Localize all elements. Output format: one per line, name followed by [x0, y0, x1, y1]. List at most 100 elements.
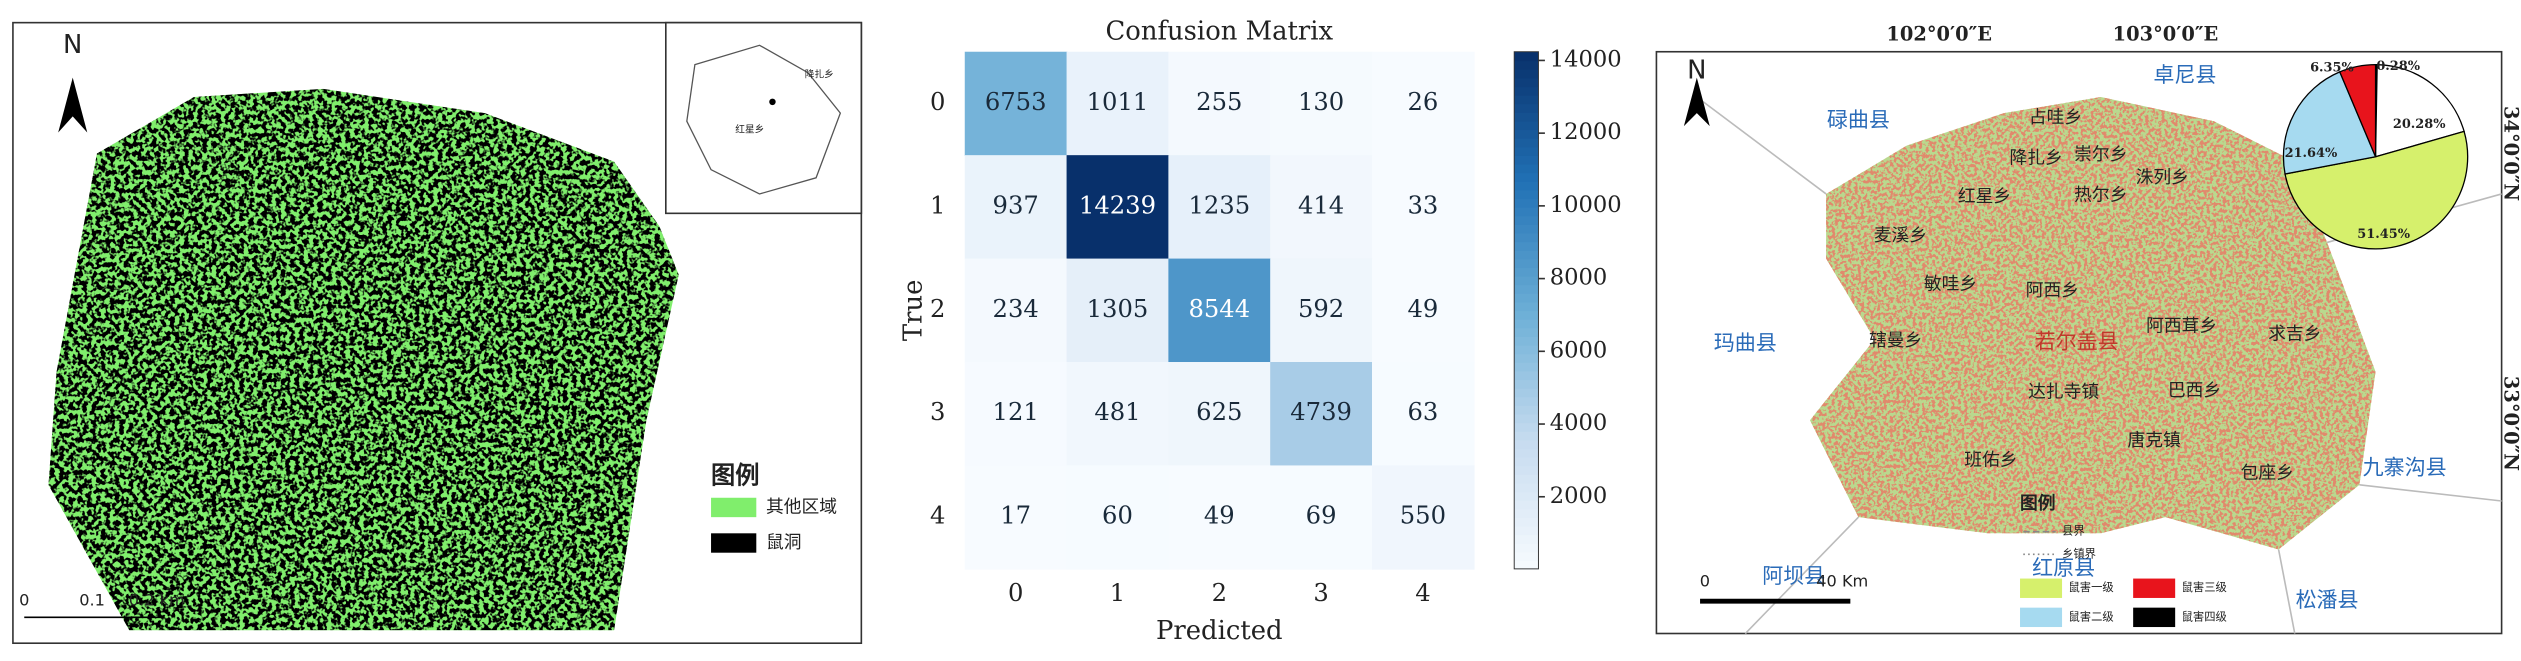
cell-label: 625	[1196, 397, 1242, 426]
inset-label: 红星乡	[735, 122, 764, 135]
colorbar-step	[1514, 413, 1539, 424]
county-label: 玛曲县	[1714, 331, 1777, 355]
colorbar-tick-label: 14000	[1550, 46, 1622, 72]
cell-label: 121	[993, 397, 1039, 426]
colorbar-step	[1514, 241, 1539, 251]
colorbar-step	[1514, 448, 1539, 458]
left-map	[12, 21, 863, 645]
cell	[1168, 465, 1272, 570]
colorbar-step	[1514, 379, 1539, 389]
township-label: 班佑乡	[1964, 450, 2017, 471]
colorbar-step	[1514, 465, 1539, 475]
cell-label: 255	[1196, 87, 1242, 116]
township-label: 占哇乡	[2029, 107, 2082, 128]
colorbar-step	[1514, 198, 1539, 208]
cell	[1270, 51, 1373, 156]
colorbar-step	[1514, 396, 1539, 406]
scale-label: 0.2 km	[129, 591, 185, 610]
colorbar-step	[1514, 284, 1539, 294]
county-label: 阿坝县	[1762, 564, 1825, 588]
county-label: 松潘县	[2296, 588, 2359, 612]
colorbar-step	[1514, 525, 1539, 536]
cell	[1270, 258, 1373, 363]
texture	[48, 88, 679, 631]
township-label: 崇尔乡	[2074, 144, 2127, 165]
colorbar-step	[1514, 112, 1539, 122]
township-label: 辖曼乡	[1869, 330, 1922, 351]
cell-label: 17	[1000, 501, 1031, 530]
cell-label: 1011	[1087, 87, 1149, 116]
cell-label: 1235	[1188, 190, 1250, 219]
township-label: 洙列乡	[2136, 167, 2189, 188]
colorbar-step	[1514, 499, 1539, 510]
cell-label: 481	[1094, 397, 1140, 426]
cell	[1270, 155, 1373, 260]
colorbar-step	[1514, 310, 1539, 320]
cell	[964, 465, 1068, 570]
cell	[1372, 155, 1475, 260]
county-label: 卓尼县	[2153, 63, 2216, 87]
colorbar-step	[1514, 336, 1539, 346]
colorbar-step	[1514, 293, 1539, 303]
cell-label: 49	[1204, 501, 1235, 530]
colorbar-step	[1514, 370, 1539, 381]
colorbar-step	[1514, 327, 1539, 337]
pie-slice	[2284, 130, 2469, 250]
colorbar-step	[1514, 543, 1539, 553]
legend-label: 鼠害三级	[2182, 580, 2227, 594]
county-label: 红原县	[2032, 556, 2095, 580]
colorbar-step	[1514, 362, 1539, 372]
cell-label: 33	[1407, 190, 1438, 219]
township-label: 阿西茸乡	[2146, 315, 2217, 336]
legend-label: 其他区域	[766, 496, 837, 517]
township-label: 唐克镇	[2128, 430, 2181, 451]
legend-label: 鼠害四级	[2182, 609, 2227, 623]
pie-slice	[2282, 71, 2377, 175]
cell-label: 1305	[1087, 294, 1149, 323]
cell	[1270, 362, 1373, 467]
cell	[1372, 362, 1475, 467]
cell-label: 234	[993, 294, 1039, 323]
cell	[1372, 465, 1475, 570]
cell-label: 8544	[1188, 294, 1250, 323]
cell-label: 6753	[985, 87, 1047, 116]
inset-label: 降扎乡	[805, 67, 834, 80]
cell	[1066, 465, 1170, 570]
township-label: 阿西乡	[2026, 280, 2079, 301]
colorbar-step	[1514, 474, 1539, 484]
township-label: 包座乡	[2241, 463, 2294, 484]
scale-label: 0.1	[79, 591, 105, 610]
legend-line-label: 县界	[2062, 525, 2085, 538]
colorbar-step	[1514, 181, 1539, 191]
inset-outline	[686, 44, 842, 195]
cell-label: 550	[1400, 501, 1446, 530]
north-label: N	[1687, 56, 1706, 86]
cell	[1372, 258, 1475, 363]
colorbar-step	[1514, 172, 1539, 182]
colorbar-step	[1514, 275, 1539, 286]
cell-label: 4739	[1290, 397, 1352, 426]
legend-label: 鼠害二级	[2069, 609, 2114, 623]
y-tick-label: 0	[930, 87, 945, 116]
colorbar-step	[1514, 86, 1539, 96]
colorbar-step	[1514, 551, 1539, 562]
north-arrow	[58, 77, 88, 133]
township-label: 降扎乡	[2010, 147, 2063, 168]
legend-label: 鼠害一级	[2069, 580, 2114, 594]
colorbar-step	[1514, 51, 1539, 62]
lat-label: 34°0′0″N	[2500, 106, 2521, 201]
x-axis-label: Predicted	[1156, 616, 1283, 646]
colorbar-step	[1514, 215, 1539, 225]
colorbar-step	[1514, 155, 1539, 165]
scale-label: 0	[1700, 571, 1710, 590]
pie-label: 51.45%	[2357, 227, 2410, 242]
colorbar-tick-label: 12000	[1550, 119, 1622, 145]
colorbar-step	[1514, 120, 1539, 131]
y-tick-label: 4	[930, 501, 945, 530]
colorbar-step	[1514, 482, 1539, 493]
lat-label: 33°0′0″N	[2500, 376, 2521, 471]
y-tick-label: 3	[930, 397, 945, 426]
y-tick-label: 2	[930, 294, 945, 323]
